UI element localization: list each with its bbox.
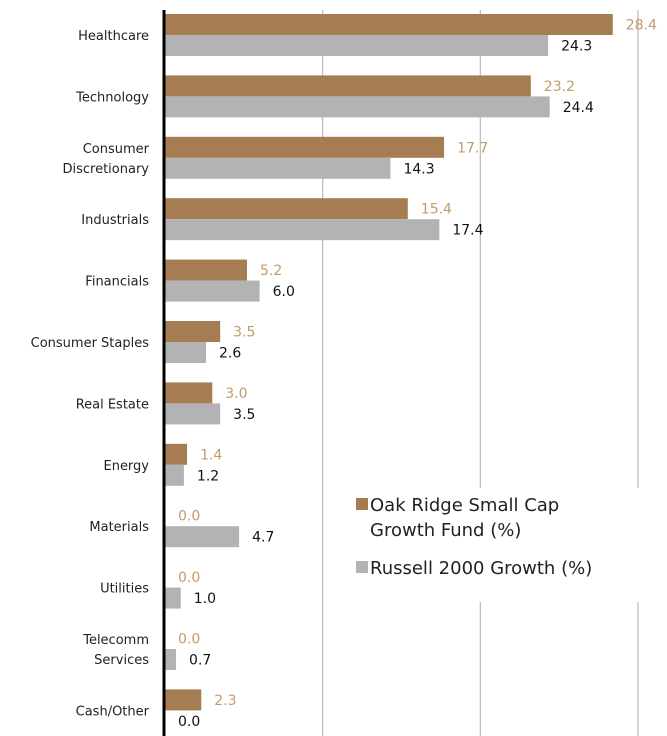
fund-bar <box>165 259 247 281</box>
category-label: Industrials <box>81 213 149 228</box>
gridlines <box>322 10 639 736</box>
benchmark-value-label: 2.6 <box>219 346 241 362</box>
fund-bar <box>165 14 613 35</box>
category-label: Utilities <box>100 582 149 597</box>
benchmark-bar <box>165 219 440 241</box>
benchmark-bar <box>165 35 549 56</box>
benchmark-value-label: 4.7 <box>252 530 274 546</box>
benchmark-value-label: 1.0 <box>194 591 216 607</box>
benchmark-bar <box>165 280 260 302</box>
category-label: Consumer <box>83 142 150 157</box>
category-label: Technology <box>75 90 149 105</box>
bars <box>165 14 613 711</box>
category-label: Real Estate <box>76 397 149 412</box>
benchmark-bar <box>165 403 221 425</box>
legend-label: Growth Fund (%) <box>370 520 521 541</box>
legend-swatch-benchmark <box>356 561 368 573</box>
fund-value-label: 3.5 <box>233 325 255 341</box>
category-label: Services <box>94 653 149 668</box>
benchmark-value-label: 0.0 <box>178 714 200 730</box>
fund-bar <box>165 136 445 158</box>
benchmark-value-label: 3.5 <box>233 407 255 423</box>
benchmark-value-label: 17.4 <box>452 223 483 239</box>
legend-label: Russell 2000 Growth (%) <box>370 558 592 579</box>
fund-value-label: 0.0 <box>178 509 200 525</box>
benchmark-value-label: 6.0 <box>273 284 295 300</box>
fund-bar <box>165 689 202 711</box>
benchmark-bar <box>165 464 184 486</box>
fund-value-label: 0.0 <box>178 632 200 648</box>
legend-swatch-fund <box>356 498 368 510</box>
category-label: Materials <box>89 520 149 535</box>
category-label: Cash/Other <box>76 704 150 719</box>
benchmark-bar <box>165 342 206 363</box>
category-label: Telecomm <box>82 633 149 648</box>
category-label: Discretionary <box>62 162 149 177</box>
category-label: Consumer Staples <box>31 336 150 351</box>
category-label: Financials <box>85 275 149 290</box>
fund-value-label: 17.7 <box>457 140 488 156</box>
benchmark-value-label: 1.2 <box>197 468 219 484</box>
fund-value-label: 0.0 <box>178 570 200 586</box>
fund-bar <box>165 75 531 97</box>
category-label: Healthcare <box>78 29 149 44</box>
fund-value-label: 3.0 <box>225 386 247 402</box>
benchmark-bar <box>165 96 550 118</box>
benchmark-value-label: 24.4 <box>563 100 594 116</box>
benchmark-value-label: 24.3 <box>561 39 592 55</box>
benchmark-bar <box>165 649 177 670</box>
fund-value-label: 5.2 <box>260 263 282 279</box>
data-labels: 28.4 24.3 23.2 24.4 17.7 14.3 15.417.4 5.2 6.0 3.… <box>178 18 657 730</box>
legend-label: Oak Ridge Small Cap <box>370 495 559 516</box>
legend: Oak Ridge Small Cap Growth Fund (%) Russel… <box>356 495 592 579</box>
fund-value-label: 23.2 <box>544 79 575 95</box>
fund-value-label: 2.3 <box>214 693 236 709</box>
benchmark-bar <box>165 587 181 609</box>
fund-value-label: 28.4 <box>626 18 657 34</box>
fund-bar <box>165 382 213 404</box>
fund-bar <box>165 321 221 342</box>
fund-bar <box>165 198 408 220</box>
benchmark-value-label: 0.7 <box>189 653 211 669</box>
fund-bar <box>165 443 188 465</box>
benchmark-bar <box>165 526 240 548</box>
category-labels: Healthcare Technology Consumer Discretionar… <box>31 29 150 719</box>
benchmark-value-label: 14.3 <box>403 161 434 177</box>
benchmark-bar <box>165 157 391 179</box>
fund-value-label: 1.4 <box>200 447 222 463</box>
fund-value-label: 15.4 <box>421 202 452 218</box>
category-label: Energy <box>103 459 149 474</box>
